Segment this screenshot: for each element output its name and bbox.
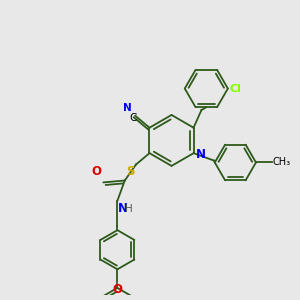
Text: H: H — [125, 204, 133, 214]
Text: S: S — [127, 166, 135, 178]
Text: N: N — [123, 103, 131, 113]
Text: CH₃: CH₃ — [273, 158, 291, 167]
Text: Cl: Cl — [230, 83, 242, 94]
Text: N: N — [118, 202, 128, 215]
Text: C: C — [129, 113, 137, 123]
Text: N: N — [196, 148, 206, 160]
Text: O: O — [112, 283, 122, 296]
Text: O: O — [91, 166, 101, 178]
